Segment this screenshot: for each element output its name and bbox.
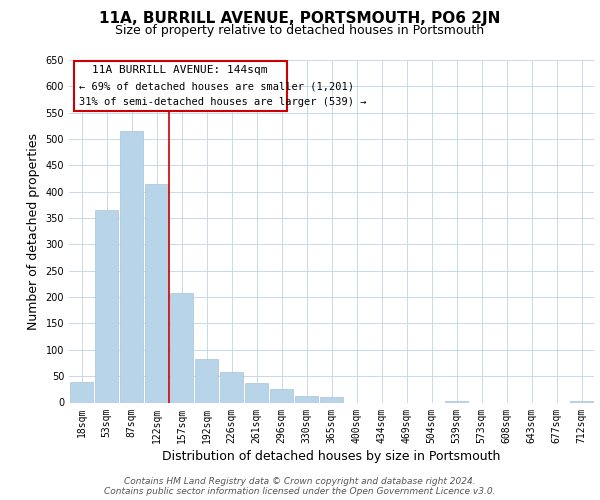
Bar [245, 383, 268, 402]
Bar [145, 184, 168, 402]
Bar [570, 401, 593, 402]
Bar [70, 382, 93, 402]
X-axis label: Distribution of detached houses by size in Portsmouth: Distribution of detached houses by size … [163, 450, 500, 462]
Bar [220, 372, 243, 402]
Text: ← 69% of detached houses are smaller (1,201): ← 69% of detached houses are smaller (1,… [79, 81, 354, 91]
Bar [95, 210, 118, 402]
Text: Contains HM Land Registry data © Crown copyright and database right 2024.
Contai: Contains HM Land Registry data © Crown c… [104, 476, 496, 496]
FancyBboxPatch shape [74, 61, 287, 111]
Bar [270, 390, 293, 402]
Bar [195, 359, 218, 403]
Bar [320, 397, 343, 402]
Bar [445, 401, 468, 402]
Bar [295, 396, 318, 402]
Text: 31% of semi-detached houses are larger (539) →: 31% of semi-detached houses are larger (… [79, 97, 367, 107]
Bar [120, 131, 143, 402]
Text: 11A BURRILL AVENUE: 144sqm: 11A BURRILL AVENUE: 144sqm [92, 65, 268, 75]
Text: 11A, BURRILL AVENUE, PORTSMOUTH, PO6 2JN: 11A, BURRILL AVENUE, PORTSMOUTH, PO6 2JN [100, 11, 500, 26]
Y-axis label: Number of detached properties: Number of detached properties [27, 132, 40, 330]
Bar [170, 294, 193, 403]
Text: Size of property relative to detached houses in Portsmouth: Size of property relative to detached ho… [115, 24, 485, 37]
